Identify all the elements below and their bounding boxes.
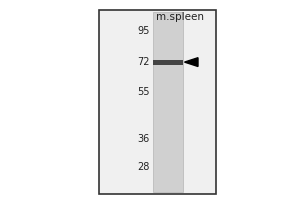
Text: 28: 28 xyxy=(138,162,150,172)
Bar xyxy=(153,60,183,65)
Polygon shape xyxy=(184,58,198,66)
Text: 95: 95 xyxy=(138,26,150,36)
Bar xyxy=(99,10,216,194)
Text: 36: 36 xyxy=(138,134,150,144)
Text: 72: 72 xyxy=(137,57,150,67)
Text: 55: 55 xyxy=(137,87,150,97)
Bar xyxy=(153,12,183,192)
Text: m.spleen: m.spleen xyxy=(156,12,204,22)
